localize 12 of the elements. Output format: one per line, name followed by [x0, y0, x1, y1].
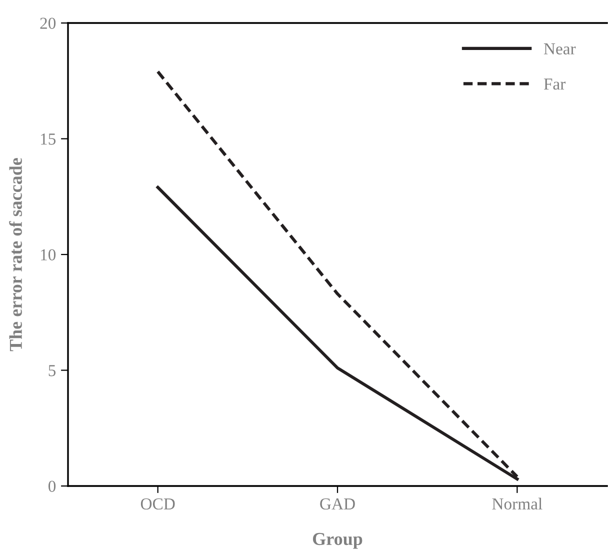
- x-tick-label: OCD: [140, 498, 175, 510]
- y-axis-title: The error rate of saccade: [9, 158, 22, 352]
- x-tick-label: Normal: [492, 498, 542, 510]
- x-tick-label: GAD: [320, 498, 355, 510]
- x-axis-title: Group: [312, 532, 362, 549]
- y-tick-label: 15: [40, 134, 56, 145]
- y-tick-label: 0: [48, 480, 56, 492]
- legend-label: Far: [544, 78, 566, 90]
- y-tick-label: 10: [40, 249, 56, 260]
- legend-label: Near: [544, 43, 576, 54]
- y-tick-label: 5: [48, 365, 56, 376]
- y-tick-label: 20: [40, 18, 56, 29]
